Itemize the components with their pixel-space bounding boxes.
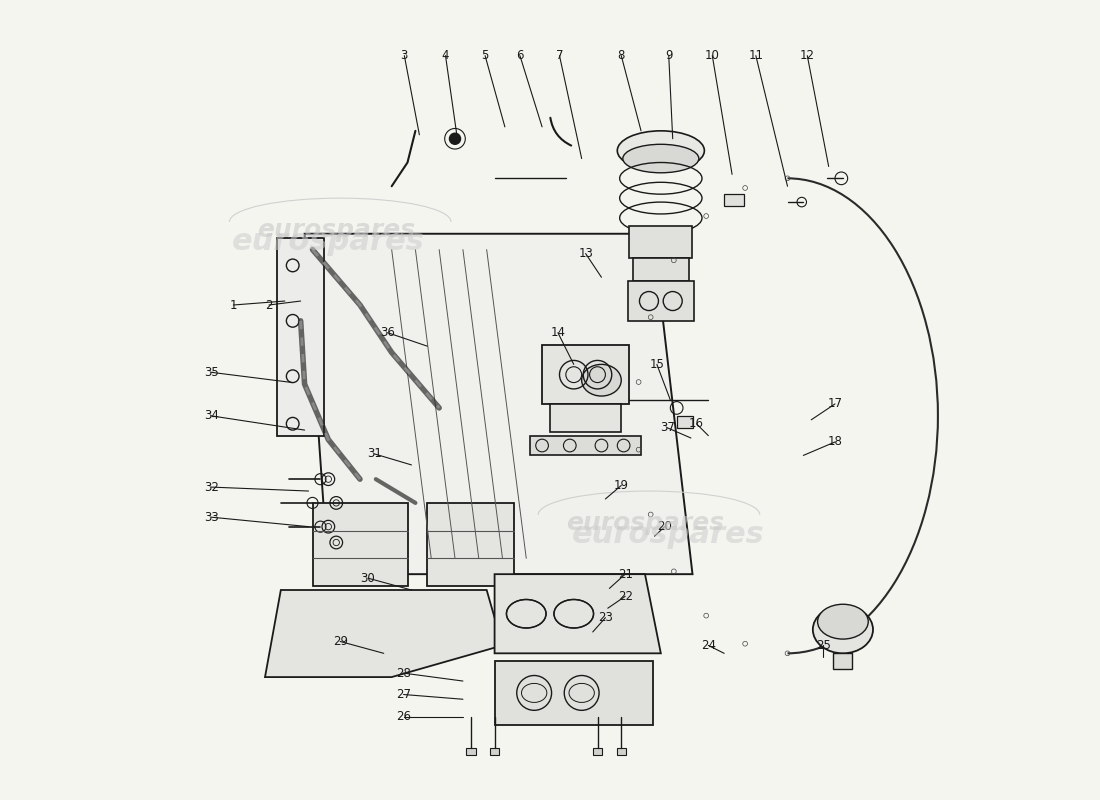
Bar: [490, 748, 499, 754]
Text: 19: 19: [614, 479, 629, 492]
Ellipse shape: [582, 364, 621, 396]
Text: 23: 23: [598, 611, 613, 624]
Bar: [593, 748, 603, 754]
Text: 9: 9: [666, 49, 672, 62]
Text: 6: 6: [516, 49, 524, 62]
Bar: [834, 654, 852, 669]
Text: 10: 10: [705, 49, 719, 62]
Text: 18: 18: [827, 435, 843, 449]
Ellipse shape: [813, 606, 873, 654]
Bar: [466, 748, 475, 754]
Text: 5: 5: [482, 49, 488, 62]
Text: 32: 32: [204, 481, 219, 494]
Bar: [724, 194, 744, 206]
Text: 1: 1: [230, 298, 238, 311]
Polygon shape: [495, 574, 661, 654]
Polygon shape: [495, 662, 653, 725]
Bar: [676, 416, 693, 428]
Text: 30: 30: [361, 572, 375, 585]
Text: 3: 3: [400, 49, 408, 62]
Polygon shape: [305, 234, 693, 574]
Text: 15: 15: [649, 358, 664, 371]
Bar: [438, 507, 472, 530]
Text: 27: 27: [396, 688, 411, 701]
Bar: [634, 258, 689, 282]
Text: 7: 7: [556, 49, 563, 62]
Bar: [470, 538, 504, 562]
Text: 36: 36: [381, 326, 395, 339]
Bar: [312, 503, 407, 586]
Polygon shape: [277, 238, 324, 436]
Bar: [359, 507, 394, 530]
Text: 37: 37: [660, 422, 674, 434]
Text: 16: 16: [689, 418, 704, 430]
Bar: [542, 345, 629, 404]
Bar: [470, 507, 504, 530]
Text: eurospares: eurospares: [232, 227, 425, 256]
Text: 22: 22: [618, 590, 632, 603]
Text: 8: 8: [617, 49, 625, 62]
Text: 31: 31: [366, 447, 382, 460]
Polygon shape: [265, 590, 503, 677]
Text: 28: 28: [396, 666, 411, 680]
Text: 29: 29: [332, 635, 348, 648]
Text: 14: 14: [550, 326, 565, 339]
Text: 13: 13: [579, 247, 593, 260]
Text: eurospares: eurospares: [565, 510, 724, 534]
Text: eurospares: eurospares: [257, 218, 416, 242]
Text: 25: 25: [816, 639, 831, 652]
Bar: [327, 538, 362, 562]
Bar: [530, 436, 641, 455]
Ellipse shape: [817, 604, 868, 639]
Bar: [616, 748, 626, 754]
Bar: [629, 226, 693, 258]
Bar: [628, 282, 694, 321]
Bar: [438, 538, 472, 562]
Bar: [550, 404, 622, 432]
Circle shape: [450, 134, 461, 144]
Text: 2: 2: [265, 298, 273, 311]
Text: 20: 20: [658, 520, 672, 533]
Text: 12: 12: [800, 49, 815, 62]
Bar: [359, 538, 394, 562]
Text: 24: 24: [701, 639, 716, 652]
Text: 35: 35: [204, 366, 219, 378]
Bar: [427, 503, 515, 586]
Text: 21: 21: [618, 568, 632, 581]
Text: 4: 4: [442, 49, 449, 62]
Text: 26: 26: [396, 710, 411, 723]
Bar: [327, 507, 362, 530]
Text: 33: 33: [204, 510, 219, 524]
Text: 34: 34: [204, 410, 219, 422]
Text: eurospares: eurospares: [572, 520, 766, 549]
Text: 11: 11: [748, 49, 763, 62]
Ellipse shape: [623, 144, 698, 173]
Text: 17: 17: [827, 398, 843, 410]
Ellipse shape: [617, 131, 704, 170]
